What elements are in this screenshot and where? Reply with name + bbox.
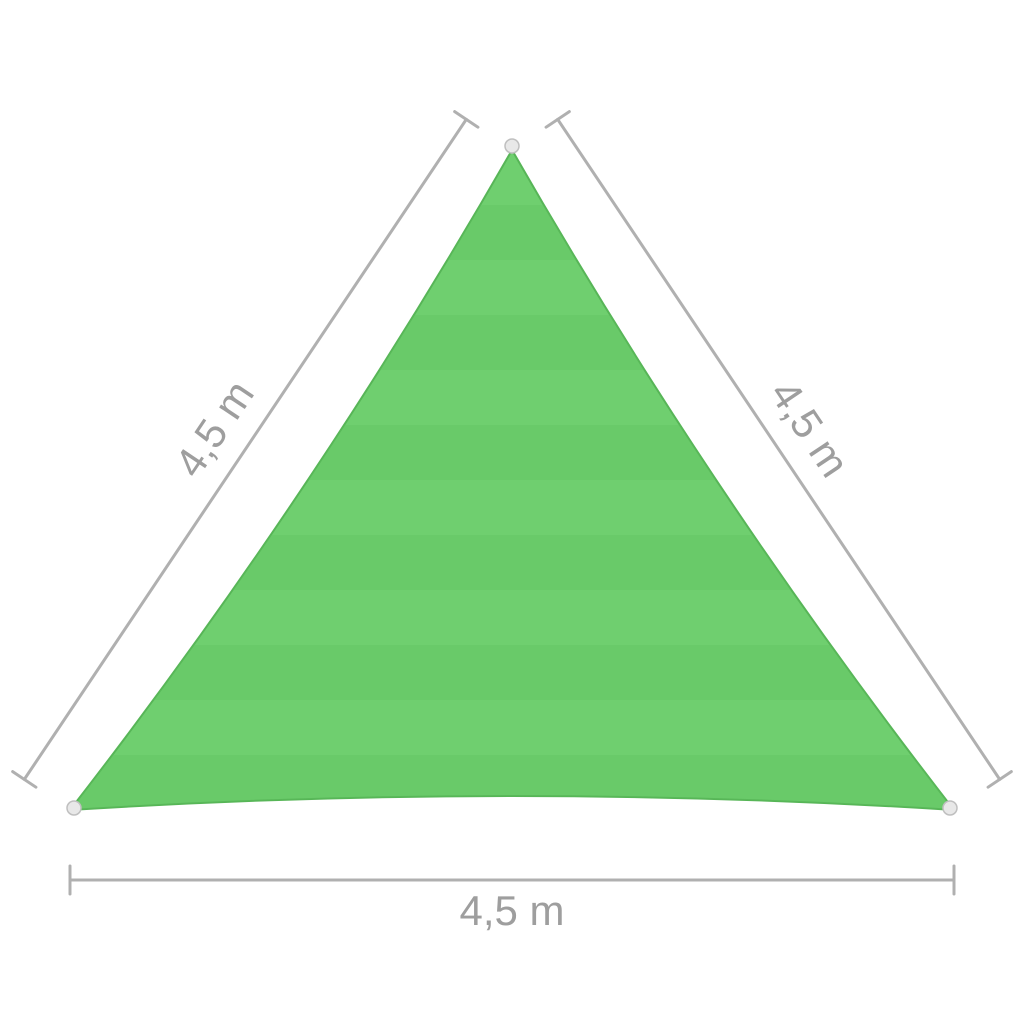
dimension-label-left: 4,5 m <box>165 372 263 485</box>
eyelet-ring-bottom-right <box>943 801 957 815</box>
eyelet-ring-bottom-left <box>67 801 81 815</box>
dimension-label-right: 4,5 m <box>761 372 859 485</box>
dimension-label-bottom: 4,5 m <box>459 887 564 934</box>
eyelet-ring-top <box>505 139 519 153</box>
dimension-diagram: 4,5 m 4,5 m 4,5 m <box>0 0 1024 1024</box>
shade-sail <box>0 139 1024 815</box>
